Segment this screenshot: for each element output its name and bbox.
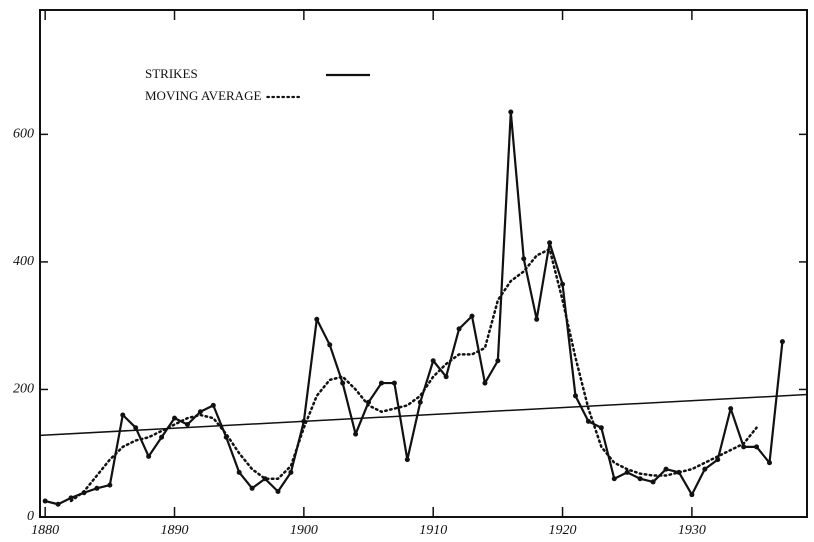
data-point	[94, 485, 100, 491]
data-point	[133, 425, 139, 431]
data-point	[534, 316, 540, 322]
data-point	[288, 469, 294, 475]
trend-line	[39, 393, 808, 437]
data-point	[42, 498, 48, 504]
data-point	[689, 492, 695, 498]
data-point	[766, 460, 772, 466]
x-tick-label: 1900	[290, 523, 318, 538]
data-point	[327, 342, 333, 348]
data-point	[197, 409, 203, 415]
data-point	[184, 422, 190, 428]
legend-label: STRIKES	[145, 66, 198, 81]
series-line	[44, 110, 784, 506]
data-point	[637, 476, 643, 482]
data-point	[495, 358, 501, 364]
data-point	[508, 109, 514, 115]
data-point	[650, 479, 656, 485]
data-point	[378, 380, 384, 386]
y-tick-label: 0	[27, 509, 34, 524]
data-point	[469, 313, 475, 319]
x-tick-label: 1930	[678, 523, 706, 538]
data-point	[404, 457, 410, 463]
data-point	[521, 256, 527, 262]
data-point	[702, 466, 708, 472]
data-point	[417, 399, 423, 405]
series-line	[69, 247, 758, 503]
data-point	[120, 412, 126, 418]
data-point	[728, 406, 734, 412]
data-point	[456, 326, 462, 332]
data-point	[443, 374, 449, 380]
data-point	[210, 402, 216, 408]
x-tick-label: 1910	[419, 523, 447, 538]
x-tick-label: 1890	[161, 523, 189, 538]
data-point	[172, 415, 178, 421]
data-point	[611, 476, 617, 482]
legend-label: MOVING AVERAGE	[145, 88, 261, 103]
data-point	[249, 485, 255, 491]
y-tick-label: 600	[13, 127, 34, 142]
data-point	[779, 339, 785, 345]
data-point	[560, 281, 566, 287]
data-point	[741, 444, 747, 450]
data-point	[146, 453, 152, 459]
y-tick-label: 400	[13, 254, 34, 269]
data-point	[585, 418, 591, 424]
data-point	[340, 380, 346, 386]
data-point	[314, 316, 320, 322]
data-point	[159, 434, 165, 440]
data-point	[663, 466, 669, 472]
data-point	[430, 358, 436, 364]
data-point	[754, 444, 760, 450]
plot-frame	[39, 9, 808, 518]
data-point	[107, 482, 113, 488]
data-point	[598, 425, 604, 431]
data-point	[353, 431, 359, 437]
data-point	[275, 488, 281, 494]
data-point	[391, 380, 397, 386]
x-tick-label: 1880	[31, 523, 59, 538]
data-point	[624, 469, 630, 475]
y-tick-label: 200	[13, 382, 34, 397]
x-tick-label: 1920	[549, 523, 577, 538]
data-point	[482, 380, 488, 386]
data-point	[55, 501, 61, 507]
data-point	[236, 469, 242, 475]
data-point	[547, 240, 553, 246]
data-point	[572, 393, 578, 399]
